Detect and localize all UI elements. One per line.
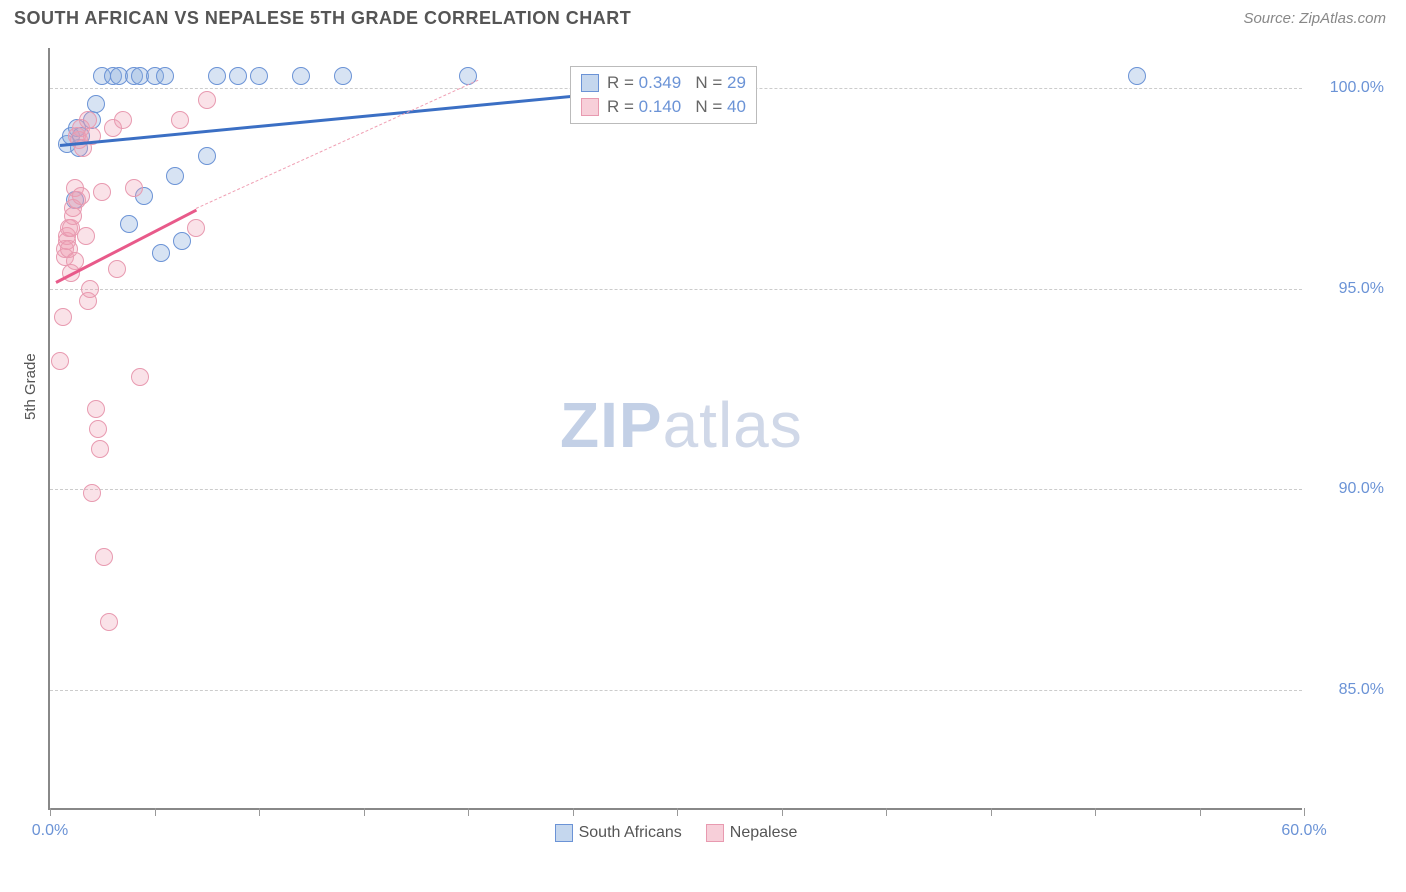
x-tick [468, 808, 469, 816]
data-point [229, 67, 247, 85]
data-point [334, 67, 352, 85]
trend-line-pink-extrap [196, 80, 479, 209]
data-point [198, 91, 216, 109]
gridline [50, 690, 1302, 691]
legend-label: South Africans [579, 824, 682, 842]
bottom-legend: South Africans Nepalese [50, 824, 1302, 842]
x-tick [1304, 808, 1305, 816]
swatch-pink-icon [581, 98, 599, 116]
data-point [120, 215, 138, 233]
data-point [64, 207, 82, 225]
data-point [250, 67, 268, 85]
data-point [125, 179, 143, 197]
y-tick-label: 90.0% [1339, 480, 1384, 498]
data-point [208, 67, 226, 85]
scatter-chart: ZIPatlas 85.0%90.0%95.0%100.0%0.0%60.0%R… [48, 48, 1302, 810]
data-point [173, 232, 191, 250]
x-tick [1200, 808, 1201, 816]
swatch-blue-icon [581, 74, 599, 92]
x-tick [259, 808, 260, 816]
chart-header: SOUTH AFRICAN VS NEPALESE 5TH GRADE CORR… [0, 0, 1406, 33]
x-tick [1095, 808, 1096, 816]
y-tick-label: 100.0% [1330, 79, 1384, 97]
chart-source: Source: ZipAtlas.com [1243, 10, 1386, 27]
data-point [100, 613, 118, 631]
data-point [152, 244, 170, 262]
data-point [156, 67, 174, 85]
stats-row: R = 0.140 N = 40 [581, 95, 746, 119]
data-point [95, 548, 113, 566]
data-point [51, 352, 69, 370]
data-point [77, 227, 95, 245]
data-point [91, 440, 109, 458]
data-point [166, 167, 184, 185]
x-tick [991, 808, 992, 816]
x-tick [155, 808, 156, 816]
data-point [198, 147, 216, 165]
data-point [171, 111, 189, 129]
legend-swatch-icon [706, 824, 724, 842]
data-point [108, 260, 126, 278]
y-tick-label: 95.0% [1339, 280, 1384, 298]
data-point [292, 67, 310, 85]
data-point [87, 400, 105, 418]
stats-text: R = 0.349 N = 29 [607, 73, 746, 93]
stats-row: R = 0.349 N = 29 [581, 71, 746, 95]
legend-item: South Africans [555, 824, 682, 842]
gridline [50, 289, 1302, 290]
data-point [114, 111, 132, 129]
data-point [81, 280, 99, 298]
x-tick [886, 808, 887, 816]
data-point [89, 420, 107, 438]
watermark: ZIPatlas [560, 388, 803, 462]
gridline [50, 489, 1302, 490]
data-point [93, 183, 111, 201]
chart-title: SOUTH AFRICAN VS NEPALESE 5TH GRADE CORR… [14, 8, 631, 29]
x-tick [677, 808, 678, 816]
x-tick [782, 808, 783, 816]
data-point [1128, 67, 1146, 85]
stats-box: R = 0.349 N = 29 R = 0.140 N = 40 [570, 66, 757, 124]
stats-text: R = 0.140 N = 40 [607, 97, 746, 117]
y-axis-title: 5th Grade [22, 353, 39, 420]
x-tick [573, 808, 574, 816]
data-point [54, 308, 72, 326]
legend-label: Nepalese [730, 824, 798, 842]
data-point [187, 219, 205, 237]
y-tick-label: 85.0% [1339, 681, 1384, 699]
legend-item: Nepalese [706, 824, 798, 842]
data-point [72, 187, 90, 205]
data-point [83, 484, 101, 502]
legend-swatch-icon [555, 824, 573, 842]
x-tick [364, 808, 365, 816]
x-tick [50, 808, 51, 816]
data-point [131, 368, 149, 386]
